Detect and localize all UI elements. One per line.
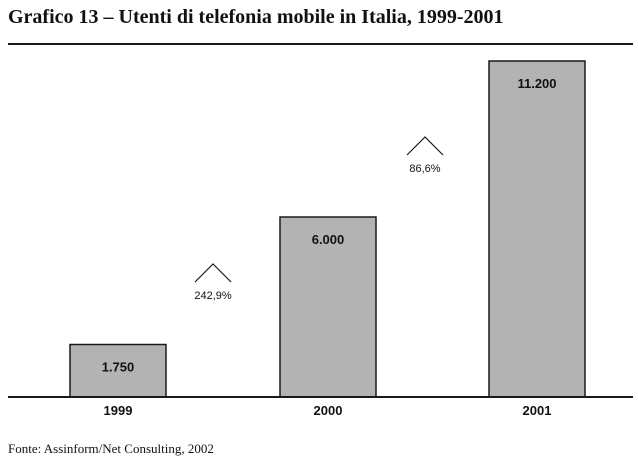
growth-label: 86,6% (409, 163, 440, 175)
growth-caret (406, 136, 444, 156)
bar-1999 (69, 343, 167, 398)
x-tick-label: 2000 (314, 403, 343, 418)
source-note: Fonte: Assinform/Net Consulting, 2002 (8, 441, 214, 456)
bar-2000 (279, 216, 377, 398)
title-divider (8, 43, 633, 45)
bar-2001 (488, 60, 586, 398)
bar-value-label: 1.750 (102, 360, 135, 375)
bar-value-label: 11.200 (517, 76, 556, 91)
growth-caret (194, 263, 232, 283)
x-tick-label: 2001 (523, 403, 552, 418)
growth-label: 242,9% (194, 290, 232, 302)
x-tick-label: 1999 (104, 403, 133, 418)
bar-value-label: 6.000 (312, 232, 345, 247)
chart-title: Grafico 13 – Utenti di telefonia mobile … (8, 6, 504, 28)
